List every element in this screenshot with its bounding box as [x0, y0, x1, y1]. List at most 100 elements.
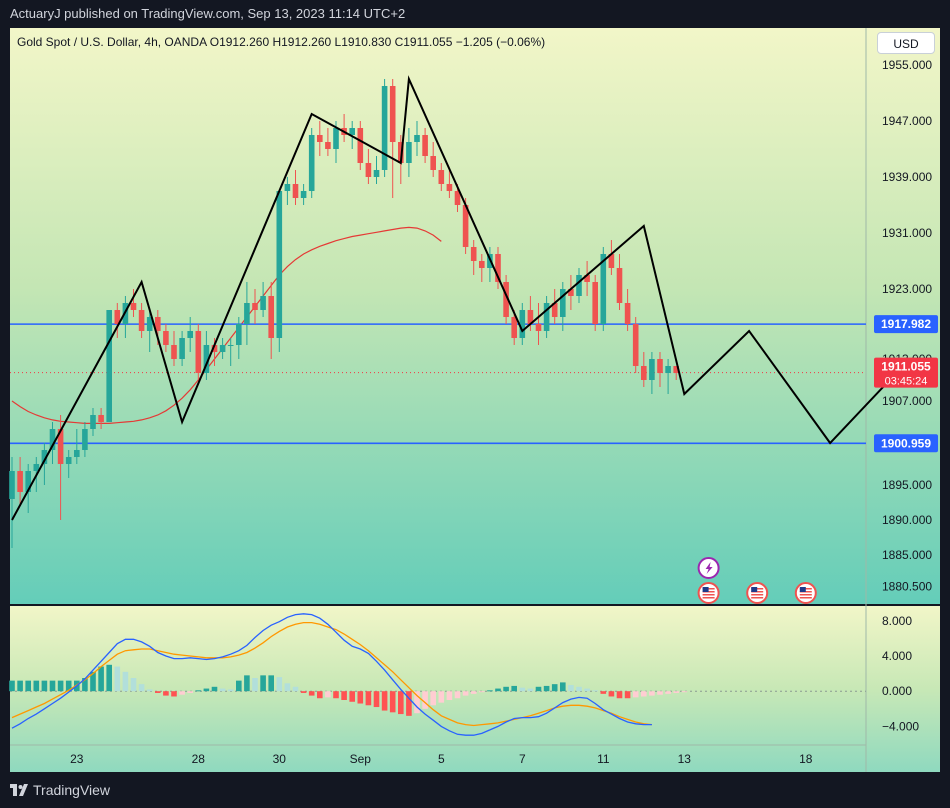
price-tick-label: 1955.000	[882, 58, 932, 72]
macd-histogram-bar	[479, 691, 485, 693]
candle	[665, 359, 671, 394]
flag-stripe	[799, 597, 812, 599]
candle-body	[446, 184, 453, 191]
level-price-tag-bg	[874, 315, 938, 334]
candle	[381, 79, 388, 177]
lightning-icon[interactable]	[697, 557, 720, 579]
publisher-bar: ActuaryJ published on TradingView.com, S…	[0, 0, 950, 28]
candle-body	[479, 261, 485, 268]
candle	[608, 240, 615, 275]
us-flag-icon[interactable]	[746, 582, 769, 604]
macd-tick-label: 0.000	[882, 684, 912, 698]
projection-path-drawing[interactable]	[11, 75, 904, 521]
candle-body	[41, 450, 48, 464]
candle-body	[414, 135, 420, 142]
flag-stripe	[702, 597, 715, 599]
macd-histogram-bar	[365, 691, 372, 706]
macd-histogram-bar	[130, 678, 137, 692]
flag-icon-circle	[697, 582, 720, 604]
macd-histogram-bar	[171, 691, 177, 697]
candle-body	[503, 282, 509, 317]
candle	[163, 324, 169, 352]
candle	[438, 163, 445, 191]
candle	[268, 282, 274, 359]
macd-histogram-bar	[406, 691, 412, 716]
symbol-legend: Gold Spot / U.S. Dollar, 4h, OANDA O1912…	[17, 34, 545, 50]
macd-histogram-bar	[657, 691, 663, 695]
macd-histogram-bar	[138, 684, 145, 692]
candle-body	[155, 317, 161, 331]
macd-histogram-bar	[454, 691, 461, 699]
candle	[49, 422, 56, 464]
macd-histogram-bar	[373, 691, 380, 708]
candle	[325, 128, 331, 156]
macd-pane-bg	[10, 605, 940, 772]
candle	[98, 408, 104, 429]
macd-histogram-bar	[681, 691, 688, 693]
candle	[519, 303, 526, 345]
candle	[308, 128, 315, 198]
candle-body	[82, 429, 88, 450]
macd-histogram-bar	[389, 691, 396, 713]
candle-body	[657, 359, 663, 373]
macd-histogram-bar	[163, 691, 169, 696]
macd-histogram-bar	[146, 689, 153, 692]
candle	[138, 303, 145, 338]
candle	[41, 443, 48, 485]
macd-histogram-bar	[487, 690, 493, 692]
countdown-text: 03:45:24	[885, 376, 928, 388]
candle	[260, 282, 266, 317]
macd-histogram-bar	[90, 671, 96, 692]
flag-canton	[702, 587, 709, 592]
macd-histogram-bar	[122, 671, 129, 692]
candle	[300, 184, 307, 205]
macd-tick-label: −4.000	[882, 719, 919, 733]
macd-histogram-bar	[179, 691, 185, 695]
candle	[535, 303, 542, 345]
macd-histogram-bar	[49, 680, 56, 692]
macd-histogram-bar	[616, 691, 623, 699]
macd-histogram-bar	[292, 686, 299, 692]
candle-body	[114, 310, 121, 324]
macd-histogram-bar	[568, 685, 574, 692]
currency-button[interactable]: USD	[877, 32, 935, 54]
candle-body	[308, 135, 315, 191]
time-tick-label: 13	[678, 752, 692, 766]
candle	[187, 317, 193, 352]
candle-body	[454, 191, 461, 205]
candle-body	[470, 247, 477, 261]
candle	[203, 331, 210, 380]
candle-body	[284, 184, 291, 191]
candle	[17, 457, 23, 506]
candle	[503, 275, 509, 324]
level-price-tag: 1900.959	[874, 434, 938, 453]
candle-body	[300, 191, 307, 198]
us-flag-icon[interactable]	[697, 582, 720, 604]
macd-tick-label: 8.000	[882, 614, 912, 628]
candle	[641, 352, 647, 387]
candle	[252, 289, 258, 324]
us-flag-icon[interactable]	[794, 582, 817, 604]
publisher-text: ActuaryJ published on TradingView.com, S…	[10, 6, 406, 21]
candle-body	[90, 415, 96, 429]
candle-body	[252, 303, 258, 310]
price-tick-label: 1895.000	[882, 478, 932, 492]
macd-histogram-bar	[260, 675, 266, 692]
macd-histogram-bar	[592, 690, 598, 692]
macd-histogram-bar	[252, 678, 258, 692]
candle	[195, 324, 202, 380]
candle-body	[203, 345, 210, 373]
level-price-tag-bg	[874, 434, 938, 453]
time-tick-label: 28	[192, 752, 206, 766]
current-price-tag-bg	[874, 357, 938, 388]
macd-histogram-bar	[665, 691, 671, 694]
candle-body	[519, 310, 526, 338]
price-tick-label: 1931.000	[882, 226, 932, 240]
candle-body	[649, 359, 655, 380]
time-tick-label: Sep	[350, 752, 372, 766]
candle	[657, 352, 663, 387]
candle-body	[138, 310, 145, 331]
candle-body	[317, 135, 323, 142]
candle	[568, 275, 574, 310]
